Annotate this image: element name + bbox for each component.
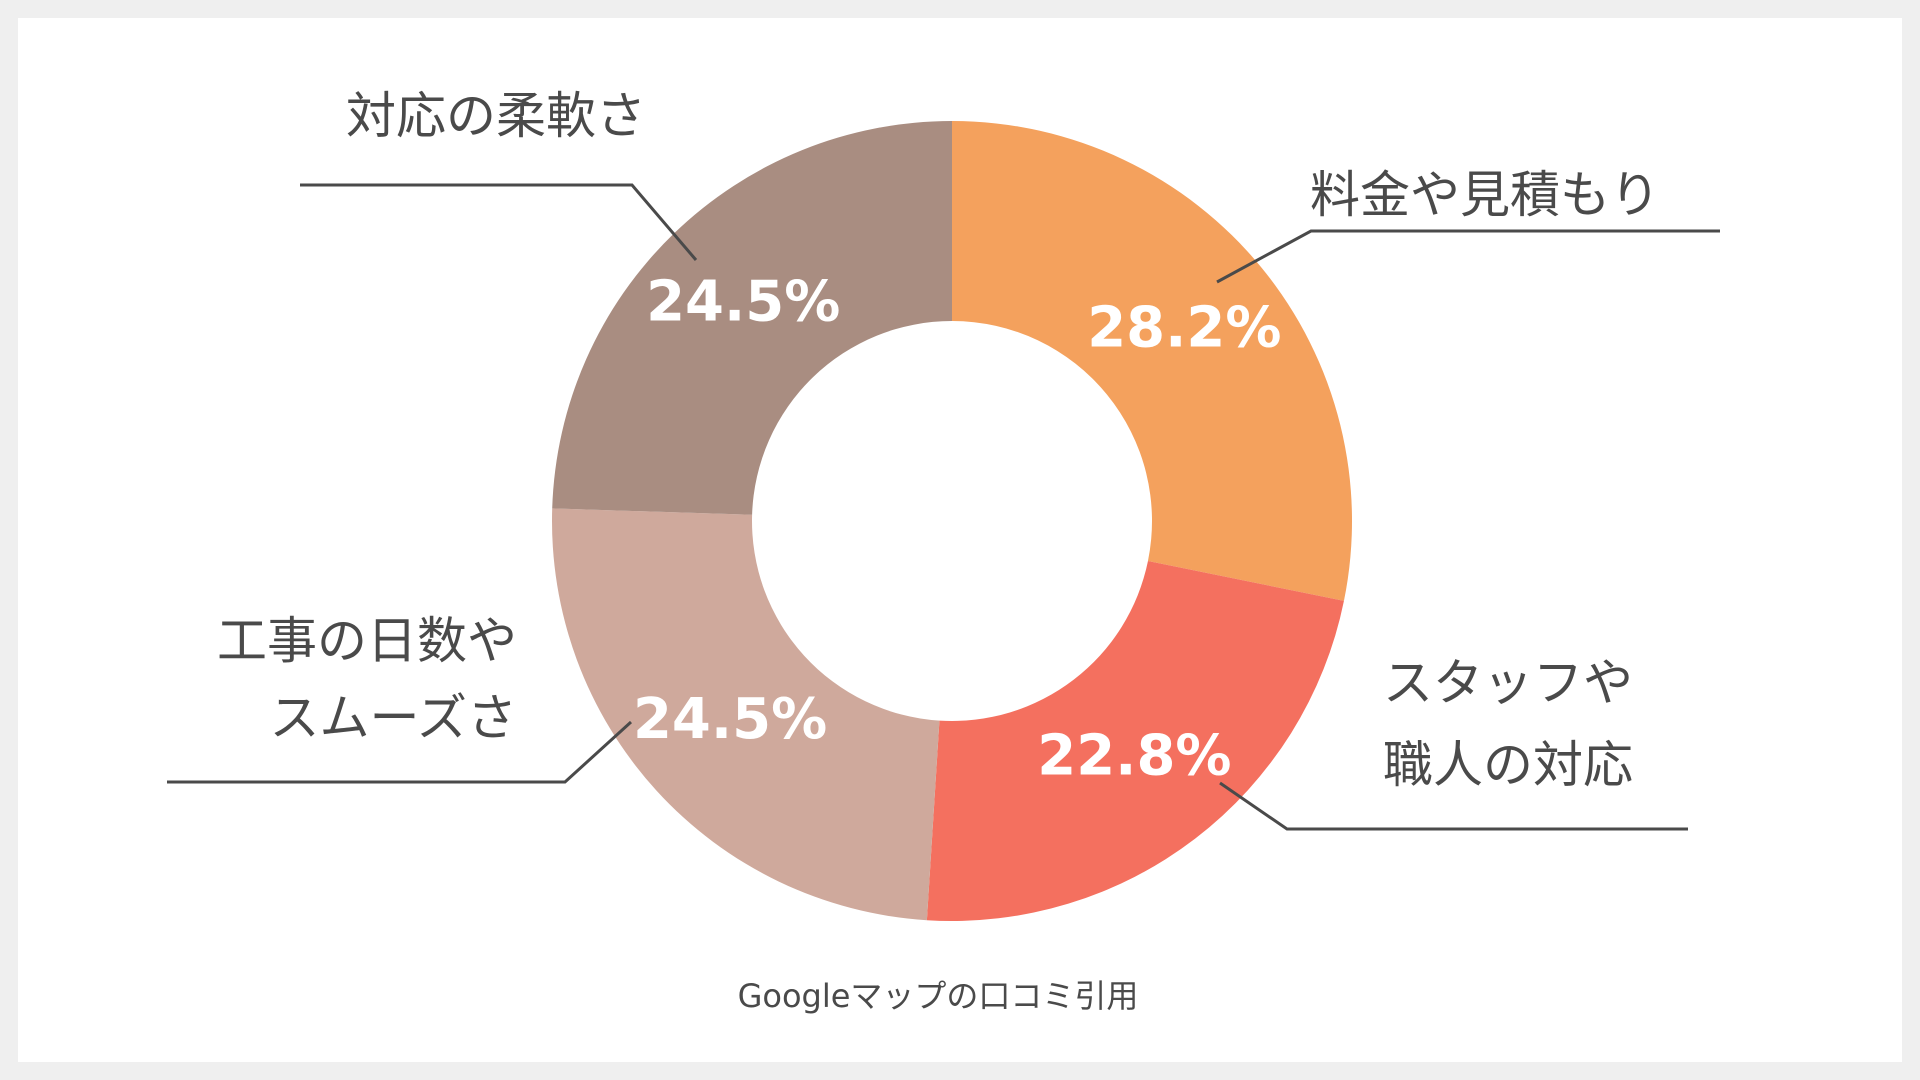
- slice-category-label: 対応の柔軟さ: [346, 87, 646, 145]
- donut-slice: [552, 508, 940, 921]
- slice-percentage-label: 24.5%: [646, 270, 840, 335]
- donut-slice: [552, 121, 952, 515]
- leader-line: [167, 720, 633, 784]
- slice-category-label: 料金や見積もり: [1310, 166, 1660, 224]
- donut-slice: [952, 121, 1352, 601]
- percentage-labels: 28.2% 22.8% 24.5% 24.5%: [633, 270, 1282, 789]
- slice-category-label: 工事の日数や: [217, 612, 517, 670]
- slice-category-label: スムーズさ: [270, 689, 518, 747]
- leader-lines: [167, 183, 1720, 831]
- slice-percentage-label: 28.2%: [1087, 295, 1281, 360]
- slice-percentage-label: 22.8%: [1037, 723, 1231, 788]
- source-note: Googleマップの口コミ引用: [738, 977, 1139, 1015]
- donut-slices: [552, 121, 1352, 921]
- slice-category-label: 職人の対応: [1383, 736, 1633, 794]
- donut-slice: [926, 560, 1344, 921]
- leader-line: [1216, 229, 1720, 284]
- leader-line: [300, 183, 698, 261]
- leader-line: [1219, 781, 1688, 831]
- slice-percentage-label: 24.5%: [633, 687, 827, 752]
- slice-category-label: スタッフや: [1383, 654, 1633, 712]
